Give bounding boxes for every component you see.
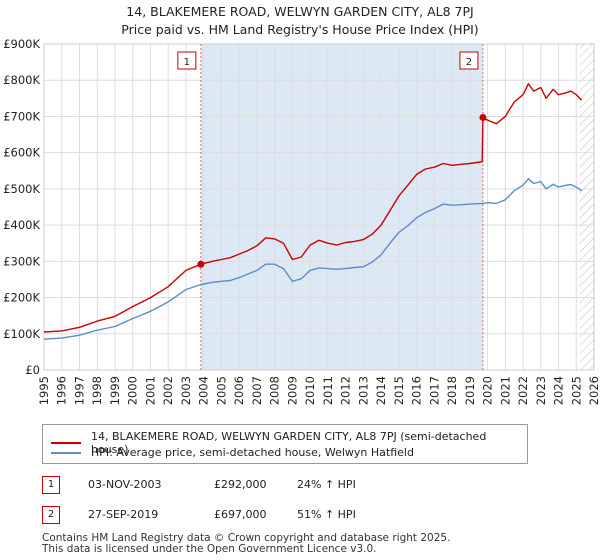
x-tick-label: 2017 (427, 376, 441, 405)
sale-point (197, 260, 205, 268)
legend-swatch-hpi (51, 451, 81, 454)
y-tick-label: £800K (3, 73, 40, 87)
x-tick-label: 2004 (197, 376, 211, 405)
chart-legend: 14, BLAKEMERE ROAD, WELWYN GARDEN CITY, … (42, 424, 528, 464)
future-hatch-band (579, 44, 594, 370)
table-row: 1 03-NOV-2003 £292,000 24% ↑ HPI (42, 476, 562, 496)
x-tick-label: 2000 (126, 376, 140, 405)
y-tick-label: £200K (3, 291, 40, 305)
property-price-line (43, 83, 583, 333)
x-tick-label: 2011 (321, 376, 335, 405)
x-tick-label: 2008 (268, 376, 282, 405)
x-tick-label: 2014 (374, 376, 388, 405)
legend-label-property: 14, BLAKEMERE ROAD, WELWYN GARDEN CITY, … (90, 430, 487, 456)
x-tick-label: 2026 (587, 376, 600, 405)
legend-swatch-property (51, 442, 81, 444)
footer-copyright: Contains HM Land Registry data © Crown c… (42, 532, 451, 544)
ownership-band (200, 44, 483, 370)
legend-label-hpi: HPI: Average price, semi-detached house,… (91, 446, 414, 459)
sale-marker-box (459, 51, 479, 70)
x-tick-label: 2022 (516, 376, 530, 405)
x-tick-label: 2025 (569, 376, 583, 405)
x-tick-label: 2007 (250, 376, 264, 405)
sale-badge: 1 (42, 476, 60, 494)
x-tick-label: 2001 (143, 376, 157, 405)
y-tick-label: £500K (3, 182, 40, 196)
x-tick-label: 1996 (55, 376, 69, 405)
sale-badge: 2 (42, 506, 60, 524)
sale-marker-label: 1 (184, 57, 190, 68)
x-tick-label: 2003 (179, 376, 193, 405)
footer-licence: This data is licensed under the Open Gov… (42, 543, 377, 555)
x-tick-label: 2024 (552, 376, 566, 405)
sale-delta: 51% ↑ HPI (297, 508, 356, 521)
sale-price: £697,000 (214, 508, 267, 521)
price-chart: £0 £100K £200K £300K £400K £500K £600K £700K £80… (3, 37, 600, 405)
x-tick-label: 2010 (303, 376, 317, 405)
x-tick-label: 2015 (392, 376, 406, 405)
x-tick-label: 2023 (534, 376, 548, 405)
x-tick-label: 2009 (285, 376, 299, 405)
sale-date: 03-NOV-2003 (88, 478, 162, 491)
x-tick-label: 2012 (339, 376, 353, 405)
sale-marker-label: 2 (466, 57, 472, 68)
chart-title: 14, BLAKEMERE ROAD, WELWYN GARDEN CITY, … (126, 4, 474, 19)
chart-subtitle: Price paid vs. HM Land Registry's House … (121, 22, 479, 37)
x-tick-label: 2016 (410, 376, 424, 405)
x-tick-label: 2002 (161, 376, 175, 405)
table-row: 2 27-SEP-2019 £697,000 51% ↑ HPI (42, 506, 562, 526)
sale-date: 27-SEP-2019 (88, 508, 159, 521)
x-tick-label: 2020 (481, 376, 495, 405)
x-tick-label: 2006 (232, 376, 246, 405)
y-tick-label: £300K (3, 254, 40, 268)
x-tick-label: 2013 (356, 376, 370, 405)
x-tick-label: 2005 (214, 376, 228, 405)
sale-delta: 24% ↑ HPI (297, 478, 356, 491)
y-tick-label: £900K (3, 37, 40, 51)
sale-price: £292,000 (214, 478, 267, 491)
y-tick-label: £100K (3, 327, 40, 341)
legend-item-property: 14, BLAKEMERE ROAD, WELWYN GARDEN CITY, … (51, 430, 527, 456)
hpi-line (43, 178, 582, 340)
plot-frame (43, 43, 595, 371)
x-tick-label: 2019 (463, 376, 477, 405)
x-tick-label: 2018 (445, 376, 459, 405)
y-tick-label: £0 (25, 363, 40, 377)
x-tick-label: 1998 (90, 376, 104, 405)
y-tick-label: £400K (3, 218, 40, 232)
x-tick-label: 1999 (108, 376, 122, 405)
y-tick-label: £600K (3, 146, 40, 160)
sale-marker-box (177, 51, 197, 70)
y-tick-label: £700K (3, 109, 40, 123)
x-tick-label: 1997 (72, 376, 86, 405)
x-tick-label: 2021 (498, 376, 512, 405)
x-tick-label: 1995 (37, 376, 51, 405)
sale-point (479, 114, 487, 122)
legend-item-hpi: HPI: Average price, semi-detached house,… (51, 446, 414, 459)
